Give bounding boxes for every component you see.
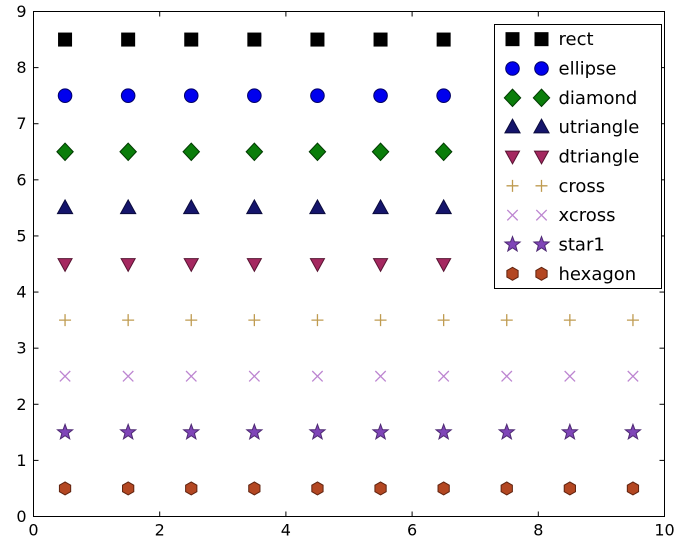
legend-label-star1: star1 <box>559 235 605 256</box>
axes-frame <box>33 11 665 517</box>
legend-entry-diamond: diamond <box>503 88 638 109</box>
legend-label-diamond: diamond <box>559 88 638 109</box>
series-cross <box>59 314 639 327</box>
svg-text:5: 5 <box>16 226 26 245</box>
legend-entry-utriangle: utriangle <box>504 117 640 138</box>
svg-text:1: 1 <box>16 451 26 470</box>
x-axis-ticks <box>33 11 665 517</box>
svg-text:4: 4 <box>281 521 291 540</box>
svg-text:6: 6 <box>407 521 417 540</box>
y-axis-labels: 0 1 2 3 4 5 6 7 8 9 <box>16 2 26 526</box>
series-star1 <box>56 422 642 440</box>
legend-label-dtriangle: dtriangle <box>559 147 640 168</box>
svg-text:8: 8 <box>533 521 543 540</box>
legend-label-xcross: xcross <box>559 205 616 226</box>
legend-entry-cross: cross <box>506 176 606 197</box>
svg-text:3: 3 <box>16 339 26 358</box>
x-axis-labels: 0 2 4 6 8 10 <box>28 521 674 540</box>
legend: rect ellipse diamond utriangle dtriangle cros… <box>494 24 662 289</box>
svg-text:7: 7 <box>16 114 26 133</box>
legend-entry-star1: star1 <box>503 235 605 256</box>
svg-text:9: 9 <box>16 2 26 21</box>
series-hexagon <box>58 481 640 496</box>
series-xcross <box>59 370 639 382</box>
legend-entry-dtriangle: dtriangle <box>504 147 640 168</box>
svg-text:2: 2 <box>16 395 26 414</box>
svg-text:10: 10 <box>654 521 674 540</box>
legend-entry-xcross: xcross <box>506 205 616 226</box>
legend-label-hexagon: hexagon <box>559 264 637 285</box>
svg-text:8: 8 <box>16 58 26 77</box>
svg-text:0: 0 <box>16 507 26 526</box>
svg-text:6: 6 <box>16 170 26 189</box>
legend-label-rect: rect <box>559 29 594 50</box>
legend-entry-rect: rect <box>505 29 594 50</box>
legend-box <box>494 24 662 289</box>
legend-label-cross: cross <box>559 176 606 197</box>
legend-entry-ellipse: ellipse <box>505 59 617 80</box>
legend-label-ellipse: ellipse <box>559 59 617 80</box>
svg-text:0: 0 <box>28 521 38 540</box>
svg-text:4: 4 <box>16 283 26 302</box>
legend-entry-hexagon: hexagon <box>506 264 637 285</box>
legend-label-utriangle: utriangle <box>559 117 640 138</box>
svg-text:2: 2 <box>155 521 165 540</box>
